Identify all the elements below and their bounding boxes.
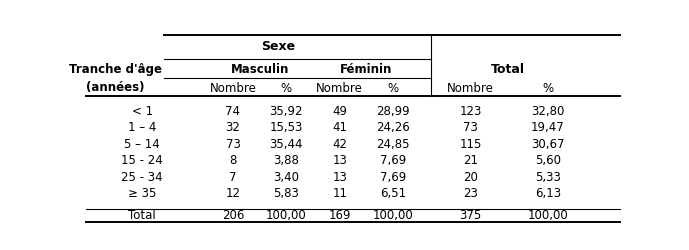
Text: ≥ 35: ≥ 35 bbox=[128, 186, 156, 199]
Text: 73: 73 bbox=[463, 121, 478, 134]
Text: 206: 206 bbox=[222, 208, 244, 221]
Text: 1 – 4: 1 – 4 bbox=[128, 121, 156, 134]
Text: 15,53: 15,53 bbox=[269, 121, 303, 134]
Text: 115: 115 bbox=[460, 137, 482, 150]
Text: 6,13: 6,13 bbox=[535, 186, 561, 199]
Text: %: % bbox=[281, 81, 292, 94]
Text: 32,80: 32,80 bbox=[531, 104, 565, 117]
Text: 35,92: 35,92 bbox=[269, 104, 303, 117]
Text: 7: 7 bbox=[229, 170, 237, 183]
Text: 41: 41 bbox=[332, 121, 347, 134]
Text: 8: 8 bbox=[229, 154, 236, 166]
Text: 12: 12 bbox=[225, 186, 240, 199]
Text: Nombre: Nombre bbox=[447, 81, 494, 94]
Text: %: % bbox=[388, 81, 399, 94]
Text: 123: 123 bbox=[460, 104, 482, 117]
Text: 24,85: 24,85 bbox=[376, 137, 410, 150]
Text: 5,33: 5,33 bbox=[535, 170, 561, 183]
Text: 24,26: 24,26 bbox=[376, 121, 410, 134]
Text: 100,00: 100,00 bbox=[266, 208, 307, 221]
Text: 7,69: 7,69 bbox=[380, 170, 407, 183]
Text: Sexe: Sexe bbox=[261, 40, 296, 53]
Text: 13: 13 bbox=[332, 154, 347, 166]
Text: 5,83: 5,83 bbox=[274, 186, 299, 199]
Text: 3,40: 3,40 bbox=[274, 170, 299, 183]
Text: 25 - 34: 25 - 34 bbox=[121, 170, 163, 183]
Text: 28,99: 28,99 bbox=[376, 104, 410, 117]
Text: %: % bbox=[542, 81, 553, 94]
Text: 32: 32 bbox=[225, 121, 240, 134]
Text: 74: 74 bbox=[225, 104, 240, 117]
Text: 73: 73 bbox=[225, 137, 240, 150]
Text: Nombre: Nombre bbox=[209, 81, 256, 94]
Text: 169: 169 bbox=[329, 208, 351, 221]
Text: 3,88: 3,88 bbox=[274, 154, 299, 166]
Text: 49: 49 bbox=[332, 104, 347, 117]
Text: 100,00: 100,00 bbox=[528, 208, 568, 221]
Text: 30,67: 30,67 bbox=[531, 137, 565, 150]
Text: Masculin: Masculin bbox=[231, 63, 289, 76]
Text: 5 – 14: 5 – 14 bbox=[124, 137, 160, 150]
Text: 20: 20 bbox=[463, 170, 478, 183]
Text: 11: 11 bbox=[332, 186, 347, 199]
Text: 100,00: 100,00 bbox=[373, 208, 413, 221]
Text: < 1: < 1 bbox=[132, 104, 153, 117]
Text: Tranche d'âge
(années): Tranche d'âge (années) bbox=[69, 63, 162, 94]
Text: 5,60: 5,60 bbox=[535, 154, 561, 166]
Text: 7,69: 7,69 bbox=[380, 154, 407, 166]
Text: 35,44: 35,44 bbox=[269, 137, 303, 150]
Text: Total: Total bbox=[128, 208, 156, 221]
Text: 13: 13 bbox=[332, 170, 347, 183]
Text: 6,51: 6,51 bbox=[380, 186, 407, 199]
Text: Total: Total bbox=[491, 63, 525, 76]
Text: 375: 375 bbox=[460, 208, 482, 221]
Text: 19,47: 19,47 bbox=[531, 121, 565, 134]
Text: 15 - 24: 15 - 24 bbox=[121, 154, 163, 166]
Text: 21: 21 bbox=[463, 154, 478, 166]
Text: Féminin: Féminin bbox=[340, 63, 393, 76]
Text: 42: 42 bbox=[332, 137, 347, 150]
Text: 23: 23 bbox=[463, 186, 478, 199]
Text: Nombre: Nombre bbox=[316, 81, 363, 94]
